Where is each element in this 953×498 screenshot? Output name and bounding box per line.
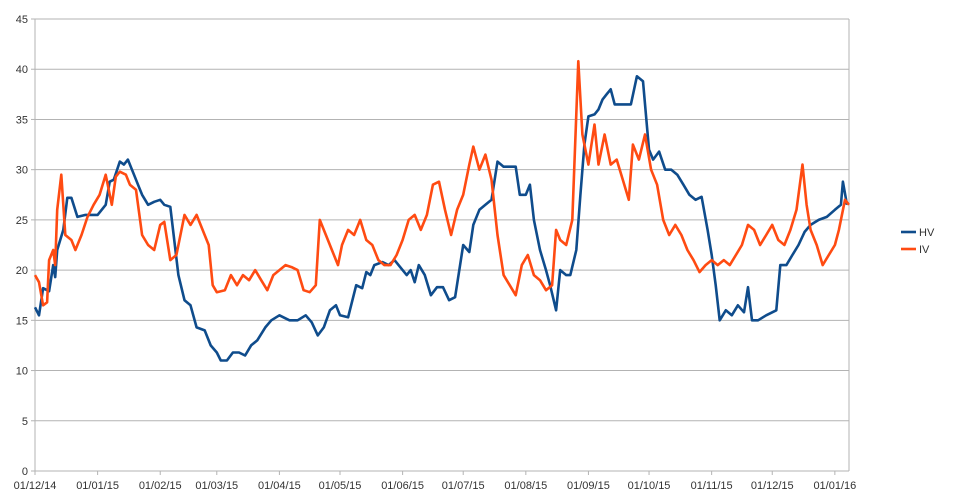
x-tick-label: 01/12/15	[751, 480, 794, 492]
y-tick-label: 10	[16, 366, 28, 378]
legend-label-hv: HV	[919, 227, 935, 239]
x-tick-label: 01/09/15	[567, 480, 610, 492]
y-tick-label: 0	[22, 466, 28, 478]
series-lines	[33, 59, 851, 362]
legend-label-iv: IV	[919, 244, 930, 256]
x-tick-label: 01/01/15	[76, 480, 119, 492]
x-tick-label: 01/07/15	[442, 480, 485, 492]
x-tick-label: 01/06/15	[381, 480, 424, 492]
x-tick-label: 01/10/15	[628, 480, 671, 492]
y-tick-label: 15	[16, 315, 28, 327]
x-tick-label: 01/11/15	[691, 480, 733, 492]
x-tick-label: 01/08/15	[504, 480, 547, 492]
x-axis-ticks: 01/12/14 01/01/15 01/02/15 01/03/15 01/04/15…	[14, 471, 856, 492]
x-tick-label: 01/05/15	[319, 480, 362, 492]
x-tick-label: 01/01/16	[813, 480, 856, 492]
y-axis-ticks: 0 5 10 15 20 25 30 35 40 45	[16, 14, 35, 478]
x-tick-label: 01/04/15	[258, 480, 301, 492]
series-line-hv	[33, 75, 849, 362]
y-tick-label: 5	[22, 416, 28, 428]
series-line-iv	[33, 59, 851, 307]
y-tick-label: 35	[16, 114, 28, 126]
y-tick-label: 30	[16, 165, 28, 177]
legend: HV IV	[901, 227, 935, 256]
y-tick-label: 45	[16, 14, 28, 26]
y-tick-label: 40	[16, 64, 28, 76]
y-tick-label: 25	[16, 215, 28, 227]
x-tick-label: 01/12/14	[14, 480, 57, 492]
y-tick-label: 20	[16, 265, 28, 277]
x-tick-label: 01/03/15	[195, 480, 238, 492]
x-tick-label: 01/02/15	[139, 480, 182, 492]
gridlines	[34, 18, 850, 472]
